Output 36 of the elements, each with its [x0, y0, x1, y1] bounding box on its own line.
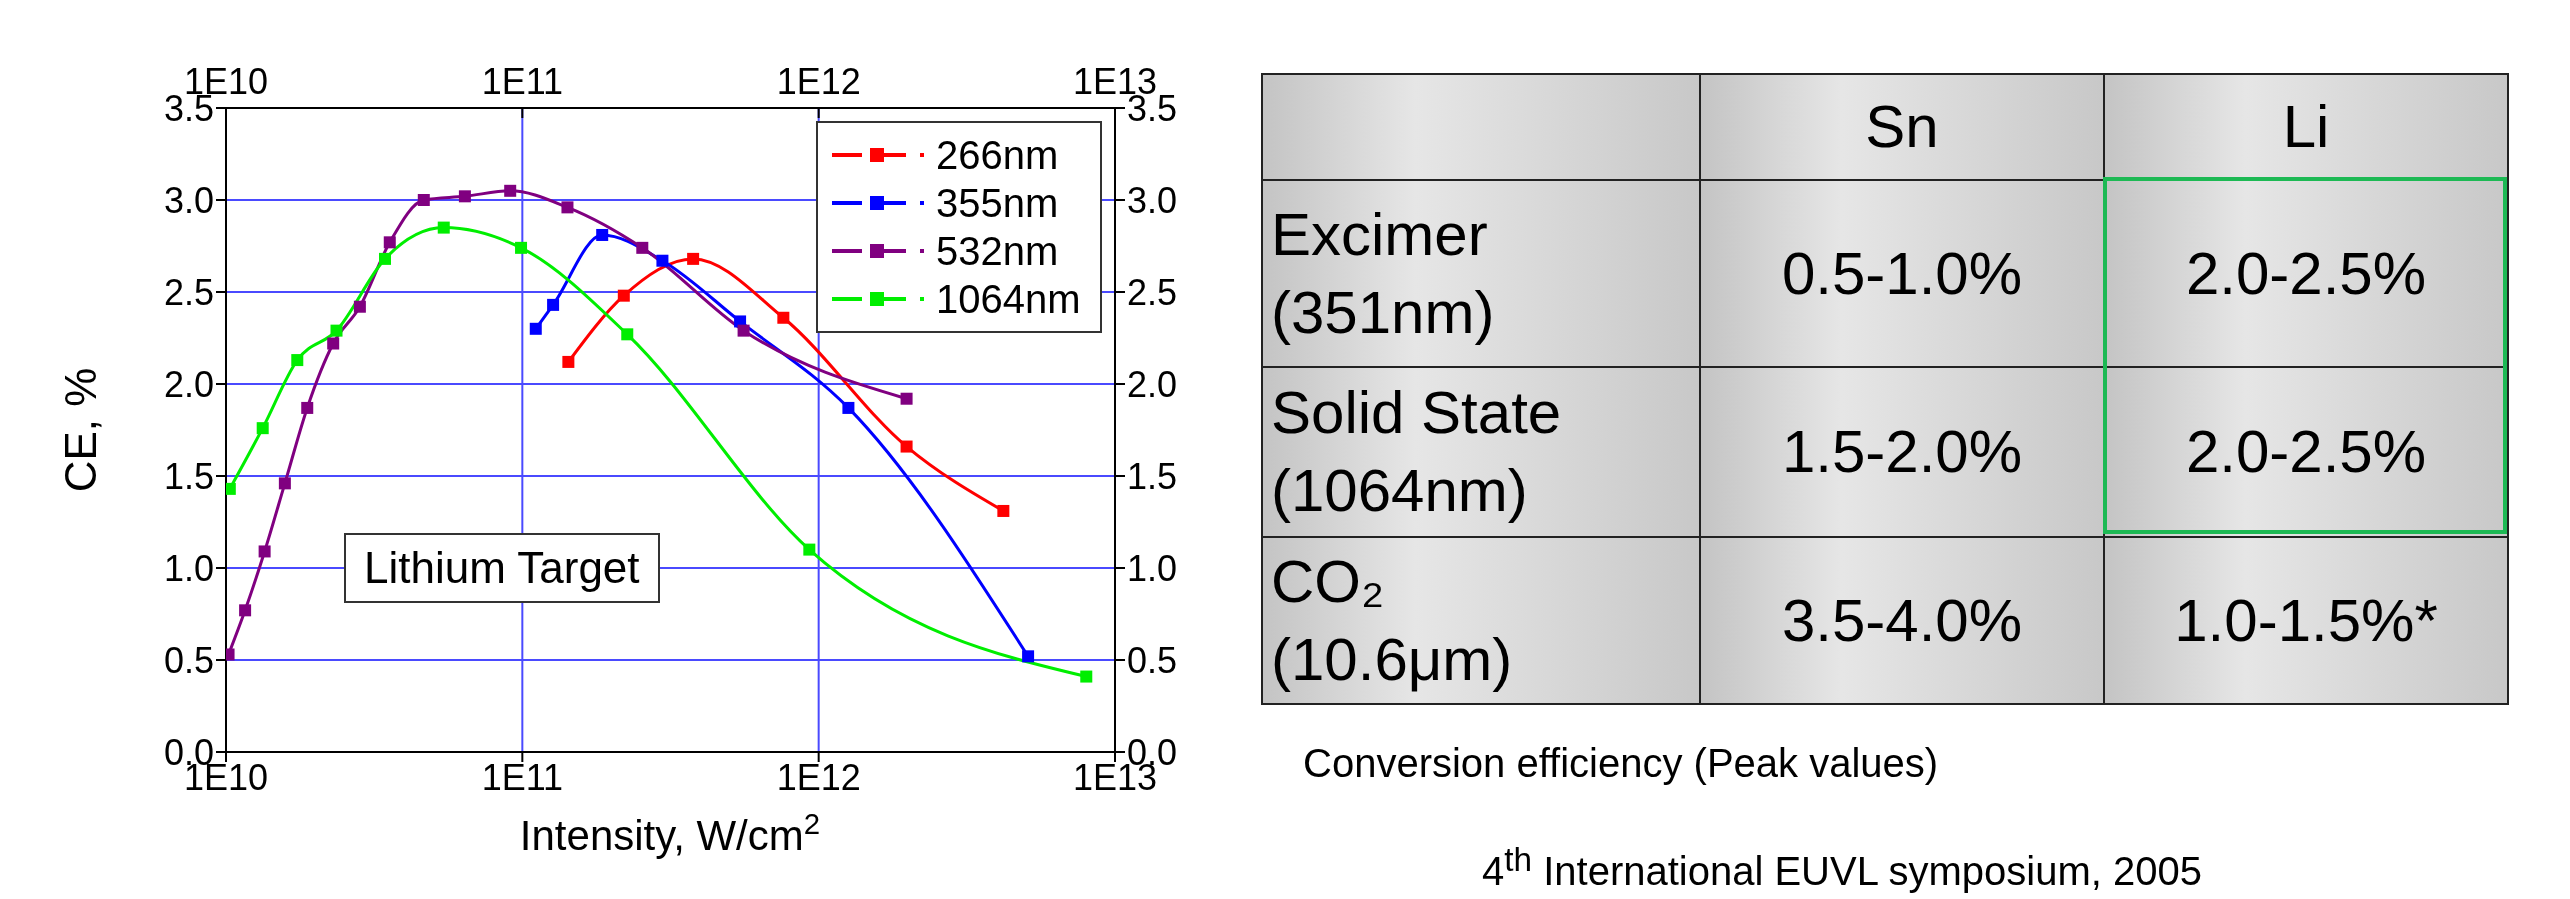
text: Li: [2281, 92, 2331, 162]
text: 2.0-2.5%: [2184, 417, 2428, 487]
text: 1E12: [776, 61, 861, 102]
text: 1.5-2.0%: [1780, 417, 2024, 487]
y2-tick-label: 2.5: [1127, 271, 1178, 313]
legend-label: 1064nm: [936, 276, 1081, 322]
text: 3.5-4.0%: [1780, 585, 2024, 656]
x-tick-label: 1E12: [776, 756, 861, 798]
y2-tick-label: 2.0: [1127, 363, 1178, 405]
x-tick-label: 1E11: [481, 756, 564, 798]
text: 0.5-1.0%: [1780, 238, 2024, 309]
y-tick-label: 2.0: [163, 363, 214, 405]
text: 4$^{th}$ International EUVL symposium, 2005: [1482, 841, 2203, 895]
y2-tick-label: 1.5: [1127, 455, 1178, 497]
y-axis-title: CE, %: [56, 367, 105, 493]
legend-label: 532nm: [936, 228, 1059, 274]
y2-tick-label: 3.0: [1127, 179, 1178, 221]
text: Sn: [1864, 92, 1940, 162]
annotation: Lithium Target: [344, 533, 660, 603]
text: Solid State (1064nm): [1271, 378, 1563, 526]
text: 2.0-2.5%: [2184, 238, 2428, 309]
y-tick-label: 3.0: [163, 179, 214, 221]
y2-tick-label: 0.5: [1127, 639, 1178, 681]
y-tick-label: 1.0: [163, 547, 214, 589]
y-tick-label: 1.5: [163, 455, 214, 497]
text: 1.0-1.5%*: [2173, 585, 2439, 656]
text: Conversion efficiency (Peak values): [1303, 741, 1939, 786]
y-tick-label: 2.5: [163, 271, 214, 313]
y-tick-label: 0.5: [163, 639, 214, 681]
text: CO₂ (10.6μm): [1271, 546, 1514, 695]
legend-label: 355nm: [936, 180, 1059, 226]
x-axis-title: Intensity, W/cm$^{2}$: [519, 806, 821, 859]
legend-label: 266nm: [936, 132, 1059, 178]
y2-tick-label: 1.0: [1127, 547, 1178, 589]
text: 1E11: [481, 61, 564, 102]
text: Excimer (351nm): [1271, 199, 1496, 348]
